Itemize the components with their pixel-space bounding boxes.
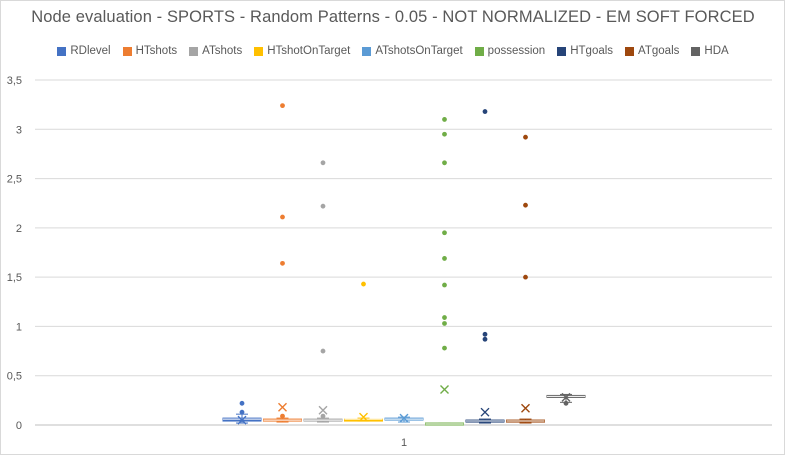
legend-item: possession [474, 45, 546, 57]
mean-marker [440, 385, 449, 395]
legend-swatch [557, 46, 567, 56]
outlier-point [280, 260, 285, 266]
legend-item: ATshotsOnTarget [362, 45, 463, 57]
legend-swatch [254, 46, 264, 56]
chart-title: Node evaluation - SPORTS - Random Patter… [31, 8, 755, 26]
mean-marker [359, 412, 368, 422]
outlier-point [482, 109, 488, 114]
legend-item: ATshots [189, 45, 242, 57]
legend-label: HDA [704, 45, 729, 57]
x-tick-label: 1 [401, 437, 407, 449]
outlier-point [482, 331, 488, 337]
outlier-point [442, 282, 447, 288]
outlier-point [361, 281, 366, 287]
box-RDlevel [222, 400, 262, 425]
legend-swatch [189, 46, 199, 56]
outlier-point [442, 160, 447, 166]
mean-marker [480, 407, 490, 417]
outlier-point [523, 274, 528, 280]
y-tick-label: 3,5 [7, 75, 22, 87]
y-tick-label: 2,5 [7, 174, 22, 186]
y-tick-label: 2 [16, 223, 22, 235]
outlier-point [442, 230, 447, 236]
outlier-point [442, 256, 447, 261]
outlier-point [442, 321, 447, 326]
outlier-point [442, 131, 447, 137]
outlier-point [320, 160, 326, 166]
box-ATshots [303, 160, 343, 423]
legend-item: HTshotOnTarget [254, 45, 350, 57]
outlier-point [523, 202, 528, 208]
chart-legend: RDlevel HTshots ATshots HTshotOnTarget ATsho… [0, 43, 786, 59]
legend-item: HDA [691, 45, 729, 57]
box-HTgoals [465, 109, 505, 424]
legend-swatch [362, 46, 372, 56]
legend-swatch [57, 46, 67, 56]
y-tick-label: 1,5 [7, 272, 22, 284]
mean-marker [318, 405, 328, 415]
outlier-point [320, 203, 326, 209]
y-tick-label: 0,5 [7, 371, 22, 383]
box-HTshotOnTarget [344, 281, 383, 422]
outlier-point [280, 103, 285, 109]
outlier-point [280, 214, 285, 220]
mean-marker [237, 415, 247, 425]
legend-swatch [474, 46, 484, 56]
legend-label: HTgoals [570, 45, 614, 57]
outlier-point [239, 400, 245, 406]
y-axis: 0 0,5 1 1,5 2 2,5 3 3,5 [7, 75, 22, 432]
box-possession [425, 117, 464, 426]
outlier-point [239, 409, 245, 415]
outlier-point [482, 336, 488, 342]
legend-item: ATgoals [625, 45, 679, 57]
outlier-point [320, 348, 326, 354]
outlier-point [320, 413, 326, 419]
legend-label: ATshotsOnTarget [375, 45, 463, 57]
outlier-point [442, 315, 447, 320]
legend-item: HTgoals [557, 45, 613, 57]
legend-swatch [122, 46, 132, 56]
y-tick-label: 1 [16, 321, 22, 333]
mean-marker [278, 402, 287, 412]
legend-item: RDlevel [57, 45, 111, 57]
grid-lines [35, 79, 772, 426]
outlier-point [280, 413, 285, 419]
legend-label: ATgoals [638, 45, 680, 57]
box-ATgoals [506, 134, 545, 424]
legend-swatch [691, 46, 701, 56]
x-axis: 1 [401, 437, 407, 449]
legend-label: ATshots [202, 45, 243, 57]
legend-label: possession [487, 45, 546, 57]
y-tick-label: 3 [16, 124, 22, 136]
outlier-point [563, 400, 569, 406]
box-ATshotsOnTarget [384, 413, 424, 423]
legend-label: HTshots [135, 45, 178, 57]
legend-item: HTshots [122, 45, 178, 57]
outlier-point [523, 134, 528, 140]
box-series [222, 103, 586, 426]
mean-marker [561, 392, 571, 402]
legend-swatch [625, 46, 635, 56]
outlier-point [442, 345, 447, 351]
mean-marker [399, 413, 409, 423]
legend-label: RDlevel [70, 45, 111, 57]
box-HDA [546, 392, 586, 406]
box-HTshots [263, 103, 302, 423]
y-tick-label: 0 [16, 420, 22, 432]
legend-label: HTshotOnTarget [267, 45, 351, 57]
outlier-point [442, 117, 447, 122]
mean-marker [521, 403, 530, 413]
